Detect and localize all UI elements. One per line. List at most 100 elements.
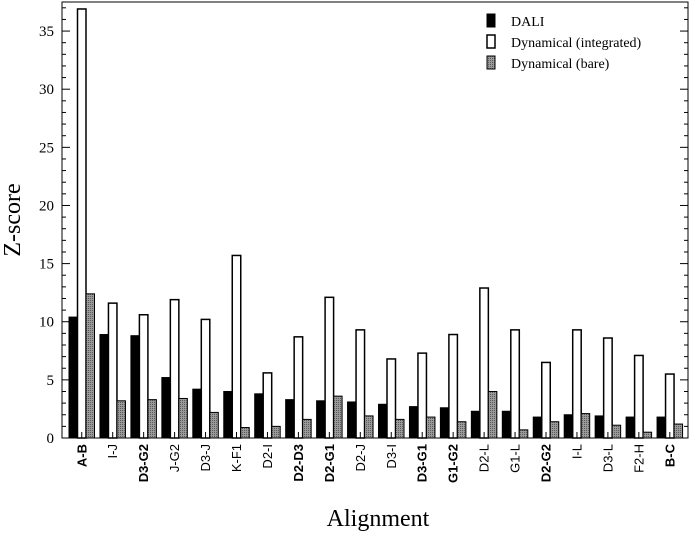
bar-dali [130, 335, 140, 439]
x-tick-label: D2-G1 [322, 444, 337, 482]
y-tick-label: 20 [39, 198, 54, 214]
bar-dynamical-bare [673, 423, 684, 439]
bar-dali [347, 401, 357, 439]
bar-dali [408, 406, 419, 439]
legend-swatch-dali [486, 13, 496, 28]
bar-dynamical-integrated [571, 329, 582, 439]
bar-dali [223, 390, 233, 439]
bar-dynamical-bare [147, 399, 157, 439]
bar-dynamical-bare [209, 411, 219, 439]
x-tick-label: D2-L [477, 444, 492, 472]
y-axis-title: Z-score [0, 183, 26, 256]
legend-label-integrated: Dynamical (integrated) [511, 36, 642, 51]
bar-dynamical-bare [395, 418, 405, 439]
legend: DALI Dynamical (integrated) Dynamical (b… [486, 13, 642, 72]
bar-dynamical-integrated [355, 329, 366, 439]
bar-dynamical-bare [271, 425, 281, 439]
x-tick-label: I-L [569, 444, 584, 459]
bar-dynamical-bare [85, 293, 95, 439]
y-tick-label: 10 [39, 315, 54, 331]
bar-dali [501, 410, 512, 439]
bar-dynamical-integrated [138, 314, 149, 439]
bar-dynamical-bare [333, 395, 343, 439]
bar-dynamical-bare [240, 427, 250, 439]
bar-dali [378, 403, 388, 439]
bar-dali [532, 416, 543, 439]
bar-dynamical-bare [487, 390, 498, 439]
bar-dynamical-integrated [602, 337, 613, 439]
legend-label-dali: DALI [511, 15, 545, 30]
bar-dynamical-integrated [76, 8, 87, 439]
x-axis-title: Alignment [327, 506, 430, 532]
bar-dali [161, 377, 171, 439]
x-tick-label: K-F1 [229, 444, 244, 472]
x-tick-label: F2-H [631, 444, 646, 473]
plot-frame [61, 1, 689, 439]
bar-dynamical-integrated [448, 333, 459, 439]
legend-swatch-integrated [486, 34, 496, 49]
y-tick-label: 0 [47, 431, 55, 447]
bar-dynamical-bare [178, 397, 188, 439]
bar-dynamical-integrated [386, 358, 397, 439]
bar-dynamical-integrated [262, 372, 273, 439]
x-tick-label: D3-L [600, 444, 615, 472]
x-tick-label: D3-G2 [136, 444, 151, 482]
bar-dynamical-bare [425, 416, 436, 439]
bar-dali [254, 393, 264, 439]
x-tick-label: J-G2 [167, 444, 182, 472]
x-tick-label: D3-J [198, 444, 213, 471]
bar-dynamical-integrated [324, 296, 335, 439]
x-tick-label: G1-G2 [446, 444, 461, 483]
plot-area: 0 5 10 15 20 25 30 35 A-B I-J D3-G2 J-G2 D3-J K-F1 D2-… [39, 7, 688, 483]
bar-dynamical-integrated [510, 329, 521, 439]
x-tick-label: B-C [662, 443, 677, 467]
bar-dynamical-integrated [633, 354, 644, 439]
x-tick-label: D2-I [260, 444, 275, 469]
bar-dynamical-integrated [231, 254, 242, 439]
y-tick-label: 30 [39, 82, 54, 98]
y-tick-label: 5 [47, 373, 55, 389]
bar-dali [192, 388, 202, 439]
bar-dynamical-bare [580, 413, 591, 439]
bar-dynamical-integrated [293, 336, 304, 439]
bar-dynamical-bare [518, 429, 529, 439]
bar-dynamical-integrated [417, 352, 428, 439]
bar-dynamical-bare [116, 400, 126, 439]
bar-dynamical-bare [302, 418, 312, 439]
bar-dynamical-bare [364, 415, 374, 439]
bar-dynamical-bare [611, 424, 622, 439]
bar-dynamical-integrated [200, 318, 211, 439]
legend-label-bare: Dynamical (bare) [511, 57, 610, 72]
bar-dali [563, 414, 574, 439]
legend-swatch-bare [486, 55, 496, 70]
bar-dali [68, 316, 78, 439]
x-tick-label: D2-D3 [291, 444, 306, 482]
bar-dali [625, 416, 636, 439]
bar-dali [470, 410, 481, 439]
y-tick-label: 35 [39, 24, 54, 40]
bar-dynamical-bare [549, 421, 560, 439]
bar-dali [594, 415, 605, 439]
x-tick-label: D2-J [353, 444, 368, 471]
bar-dynamical-bare [456, 421, 467, 439]
bar-dynamical-integrated [664, 373, 675, 439]
bar-dali [99, 334, 109, 439]
x-tick-label: A-B [74, 444, 89, 467]
y-tick-label: 15 [39, 257, 54, 273]
x-tick-label: D3-G1 [415, 444, 430, 482]
y-tick-label: 25 [39, 140, 54, 156]
bar-dynamical-integrated [479, 287, 490, 439]
x-tick-label: D3-I [384, 444, 399, 469]
bar-dali [285, 399, 295, 439]
x-tick-label: D2-G2 [539, 444, 554, 482]
bar-dynamical-integrated [169, 298, 180, 439]
bar-dynamical-integrated [541, 361, 551, 439]
bar-dali [656, 416, 667, 439]
bar-dynamical-bare [642, 431, 653, 439]
bar-dali [439, 407, 450, 439]
x-tick-label: G1-L [508, 444, 523, 473]
bar-dynamical-integrated [107, 302, 118, 439]
x-tick-label: I-J [105, 444, 120, 458]
bar-dali [316, 400, 326, 439]
